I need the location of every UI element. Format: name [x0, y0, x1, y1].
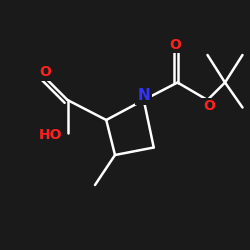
Text: O: O	[169, 38, 181, 52]
Text: O: O	[39, 66, 51, 80]
Text: O: O	[203, 99, 215, 113]
Text: N: N	[138, 88, 150, 102]
Text: HO: HO	[38, 128, 62, 142]
